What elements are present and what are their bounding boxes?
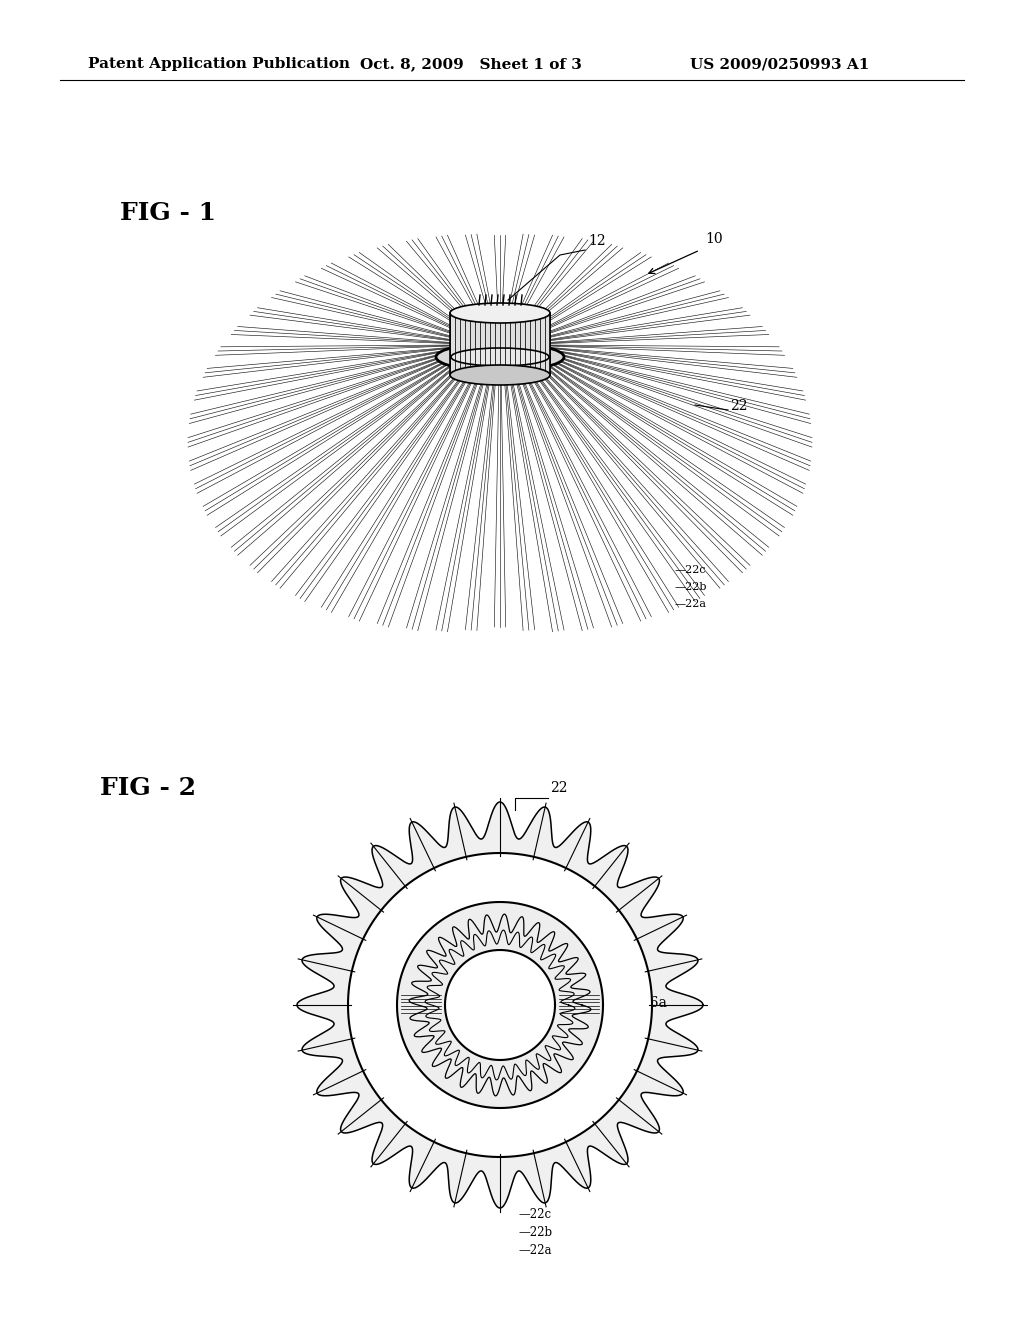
Text: —16a: —16a [627,997,667,1010]
Text: Patent Application Publication: Patent Application Publication [88,57,350,71]
Text: 12: 12 [525,909,543,923]
Text: Oct. 8, 2009   Sheet 1 of 3: Oct. 8, 2009 Sheet 1 of 3 [360,57,582,71]
Text: 16b: 16b [389,1100,416,1113]
Ellipse shape [451,348,549,366]
Text: —22c: —22c [518,1208,551,1221]
Text: 22: 22 [730,399,748,413]
Ellipse shape [450,366,550,385]
Text: —22a: —22a [675,599,707,609]
Text: —22b: —22b [675,582,708,591]
Text: —22c: —22c [675,565,707,576]
Polygon shape [397,902,603,1107]
Text: 10: 10 [705,232,723,246]
Ellipse shape [450,304,550,323]
Text: 12a: 12a [585,952,611,966]
Polygon shape [450,313,550,375]
Text: —22a: —22a [518,1243,552,1257]
Polygon shape [348,853,652,1158]
Text: US 2009/0250993 A1: US 2009/0250993 A1 [690,57,869,71]
Text: 16c: 16c [402,924,427,939]
Text: FIG - 2: FIG - 2 [100,776,196,800]
Ellipse shape [436,343,564,371]
Polygon shape [445,950,555,1060]
Text: FIG - 1: FIG - 1 [120,201,216,224]
Polygon shape [297,803,703,1208]
Text: 18: 18 [518,1074,536,1089]
Text: 12: 12 [588,234,605,248]
Text: 22: 22 [550,781,567,795]
Text: —22b: —22b [518,1226,552,1239]
